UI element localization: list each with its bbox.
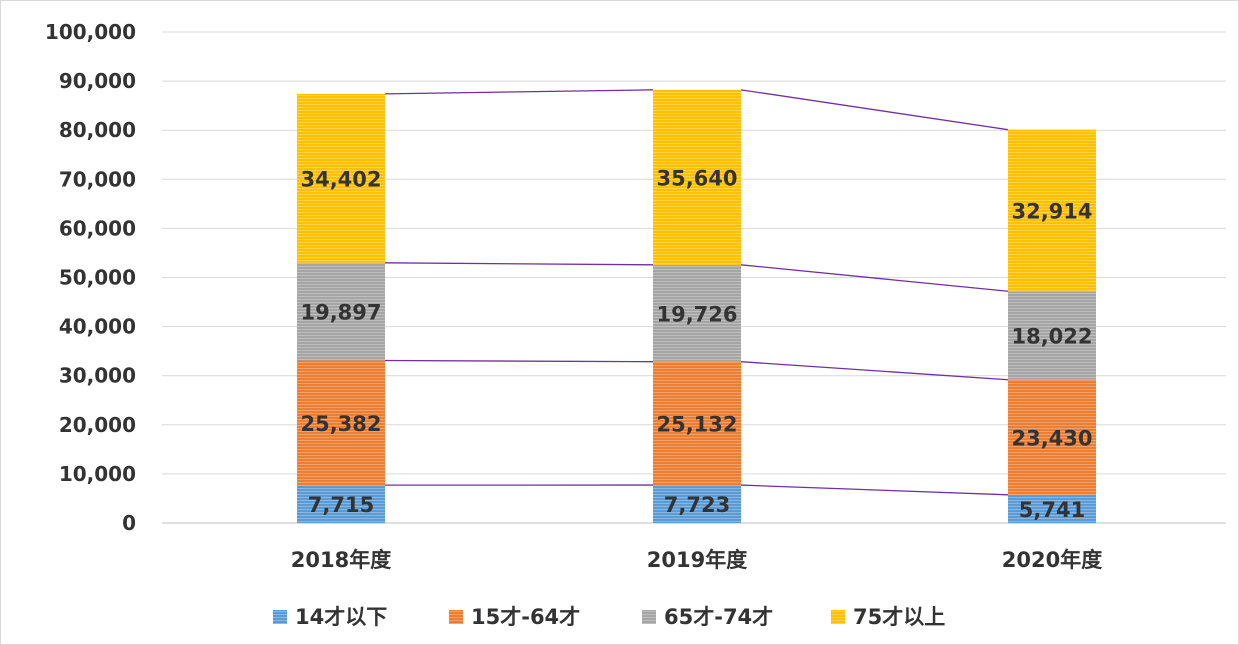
x-tick-label: 2019年度 bbox=[647, 548, 747, 572]
y-axis: 0 10,000 20,000 30,000 40,000 50,000 60,000 70,… bbox=[45, 20, 136, 535]
data-label: 18,022 bbox=[1011, 325, 1092, 349]
legend-swatch bbox=[449, 610, 463, 624]
series-line bbox=[740, 264, 1009, 292]
y-tick-label: 0 bbox=[122, 511, 136, 535]
data-label: 25,382 bbox=[300, 412, 381, 436]
data-label: 19,897 bbox=[300, 301, 381, 325]
series-line bbox=[740, 89, 1009, 131]
y-tick-label: 50,000 bbox=[59, 266, 136, 290]
y-tick-label: 10,000 bbox=[59, 462, 136, 486]
bar-segment bbox=[653, 485, 741, 523]
data-label: 23,430 bbox=[1011, 426, 1092, 450]
bar-segment bbox=[653, 89, 741, 265]
series-line bbox=[384, 262, 654, 266]
legend-label: 75才以上 bbox=[853, 605, 945, 629]
bar-segment bbox=[653, 264, 741, 362]
series-lines bbox=[384, 89, 1009, 496]
bar-segment bbox=[653, 361, 741, 486]
legend-swatch bbox=[642, 610, 656, 624]
legend-label: 14才以下 bbox=[295, 605, 387, 629]
legend: 14才以下 15才-64才 65才-74才 75才以上 bbox=[273, 605, 945, 629]
y-tick-label: 90,000 bbox=[59, 69, 136, 93]
bar-segment bbox=[297, 93, 385, 263]
bar-segment bbox=[297, 360, 385, 486]
y-tick-label: 70,000 bbox=[59, 167, 136, 191]
data-label: 32,914 bbox=[1011, 199, 1092, 223]
legend-label: 65才-74才 bbox=[664, 605, 773, 629]
data-label: 7,723 bbox=[664, 493, 730, 517]
y-tick-label: 100,000 bbox=[45, 20, 136, 44]
bar-segment bbox=[1008, 291, 1096, 380]
y-tick-label: 30,000 bbox=[59, 364, 136, 388]
series-line bbox=[740, 484, 1009, 496]
y-tick-label: 40,000 bbox=[59, 315, 136, 339]
x-tick-label: 2018年度 bbox=[291, 548, 391, 572]
series-line bbox=[384, 89, 654, 95]
x-tick-label: 2020年度 bbox=[1002, 548, 1102, 572]
data-label: 25,132 bbox=[656, 412, 737, 436]
bar-segment bbox=[1008, 379, 1096, 495]
series-line bbox=[740, 361, 1009, 381]
y-tick-label: 80,000 bbox=[59, 118, 136, 142]
x-axis: 2018年度 2019年度 2020年度 bbox=[291, 548, 1102, 572]
data-labels: 7,715 25,382 19,897 34,402 7,723 25,132 19,726… bbox=[300, 166, 1092, 522]
legend-swatch bbox=[273, 610, 287, 624]
bar-segment bbox=[1008, 494, 1096, 523]
legend-label: 15才-64才 bbox=[471, 605, 580, 629]
data-label: 5,741 bbox=[1019, 498, 1085, 522]
bar-segment bbox=[297, 262, 385, 361]
y-tick-label: 20,000 bbox=[59, 413, 136, 437]
data-label: 19,726 bbox=[656, 302, 737, 326]
data-label: 34,402 bbox=[300, 167, 381, 191]
bar-segment bbox=[297, 485, 385, 523]
y-tick-label: 60,000 bbox=[59, 216, 136, 240]
series-line bbox=[384, 359, 654, 363]
legend-swatch bbox=[831, 610, 845, 624]
data-label: 35,640 bbox=[656, 166, 737, 190]
bars bbox=[297, 89, 1096, 523]
data-label: 7,715 bbox=[308, 493, 374, 517]
bar-segment bbox=[1008, 129, 1096, 292]
